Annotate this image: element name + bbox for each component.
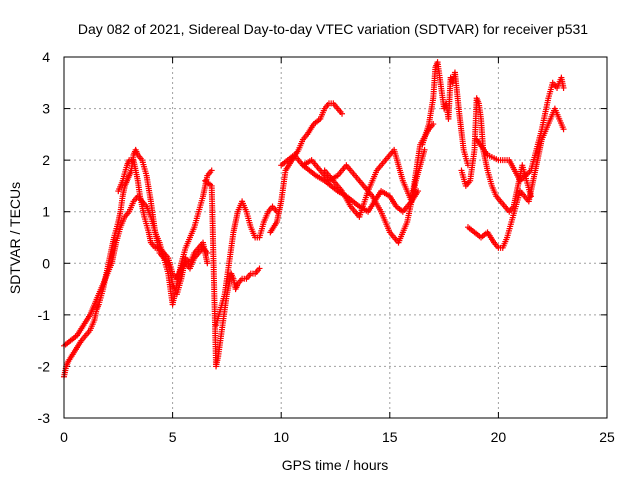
y-tick-labels: -3 -2 -1 0 1 2 3 4 [38,49,51,426]
plot-frame [63,56,608,419]
chart-title: Day 082 of 2021, Sidereal Day-to-day VTE… [78,21,588,37]
x-axis-label: GPS time / hours [282,457,389,473]
y-tick-label: -2 [38,358,51,374]
y-tick-label: 2 [42,152,50,168]
series-trace-c [115,157,211,282]
data-point [204,260,211,267]
y-axis-label: SDTVAR / TECUs [7,182,23,294]
data-point [421,146,428,153]
data-marks [61,59,567,380]
y-tick-label: -1 [38,307,51,323]
x-tick-label: 20 [491,429,507,445]
series-trace-e [213,198,280,329]
series-trace-l [464,105,567,251]
y-tick-label: -3 [38,410,51,426]
series-trace-i [321,121,437,220]
y-tick-label: 4 [42,49,50,65]
series-trace-m [473,74,567,184]
x-tick-label: 25 [599,429,615,445]
data-point [339,110,346,117]
data-point [560,126,567,133]
x-tick-labels: 0 5 10 15 20 25 [60,429,615,445]
data-point [560,84,567,91]
data-point [256,265,263,272]
x-tick-label: 15 [382,429,398,445]
x-tick-label: 10 [273,429,289,445]
gridlines [64,57,607,418]
data-point [208,167,215,174]
y-tick-label: 0 [42,255,50,271]
data-point [204,249,211,256]
series-trace-h [299,146,428,246]
x-tick-label: 0 [60,429,68,445]
x-tick-label: 5 [169,429,177,445]
series-trace-j [419,59,471,169]
y-tick-label: 3 [42,101,50,117]
y-tick-label: 1 [42,204,50,220]
